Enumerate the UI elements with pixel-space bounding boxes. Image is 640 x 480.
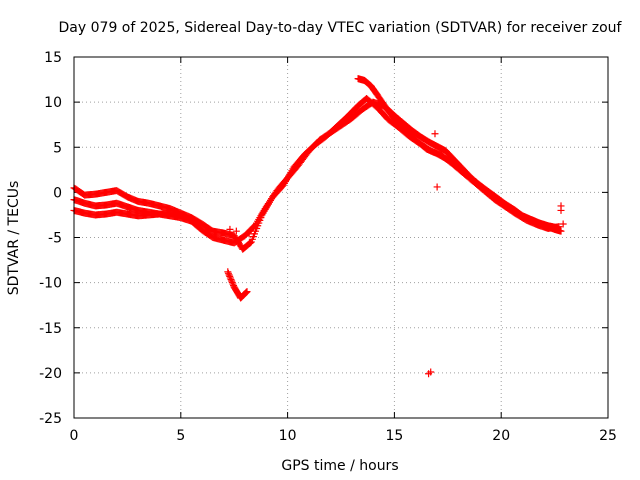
axis-ticks: 0 5 10 15 20 25 -25 -20 -15 -10 -5 0 5 10 15 [39,50,617,444]
data-point [553,224,561,232]
y-tick-label: -20 [39,366,62,382]
y-tick-label: -25 [39,411,62,427]
x-tick-label: 15 [385,428,403,444]
x-axis-label: GPS time / hours [281,458,398,474]
y-tick-label: 5 [53,140,62,156]
data-point [224,269,232,277]
y-tick-label: -15 [39,321,62,337]
plot-border [73,56,609,419]
data-point [245,230,253,238]
data-point [229,280,237,288]
data-point [557,227,565,235]
x-tick-label: 20 [492,428,510,444]
data-point [227,275,235,283]
x-tick-label: 0 [70,428,79,444]
data-point [243,288,251,296]
y-axis-label: SDTVAR / TECUs [6,181,22,296]
data-point [177,212,185,220]
data-point [246,239,254,247]
y-tick-label: -10 [39,276,62,292]
x-tick-label: 25 [599,428,617,444]
data-point [226,272,234,280]
data-point [559,220,567,228]
y-tick-label: 15 [44,50,62,66]
y-tick-label: 10 [44,95,62,111]
y-tick-label: 0 [53,185,62,201]
data-point [433,183,441,191]
x-tick-label: 5 [176,428,185,444]
x-tick-label: 10 [279,428,297,444]
data-point [427,368,435,376]
data-point [224,268,232,276]
data-point [226,274,234,282]
data-point [228,277,236,285]
chart-title: Day 079 of 2025, Sidereal Day-to-day VTE… [59,20,623,36]
data-point [228,279,236,287]
data-points [70,75,567,378]
data-point [242,288,250,296]
data-point [232,227,240,235]
series-track-d [354,75,561,232]
data-point [226,225,234,233]
y-tick-label: -5 [48,231,62,247]
data-point [557,206,565,214]
data-point [225,271,233,279]
data-point [431,130,439,138]
series-track-c [70,206,251,302]
data-point [242,289,250,297]
series-outliers [226,130,567,378]
